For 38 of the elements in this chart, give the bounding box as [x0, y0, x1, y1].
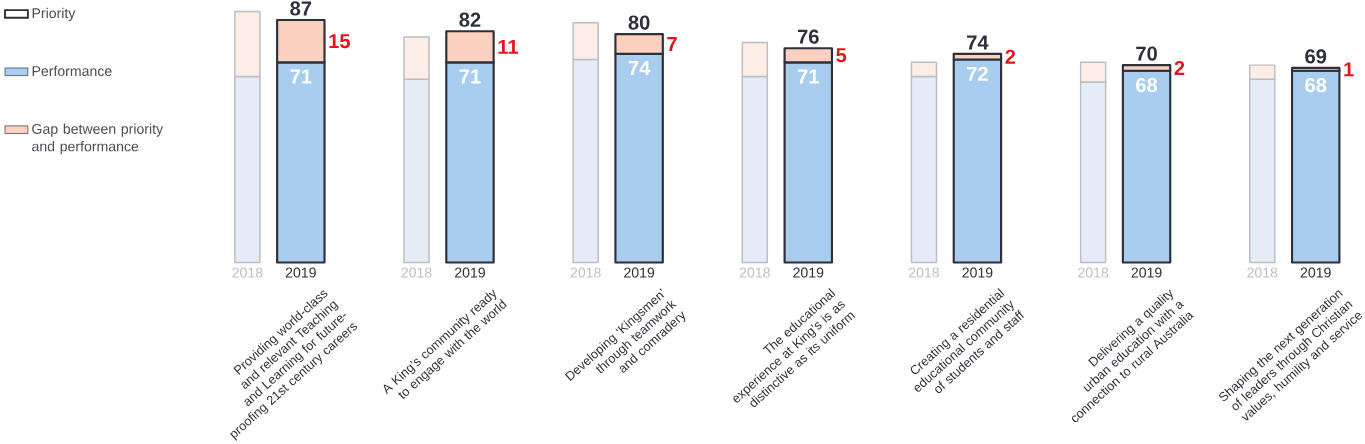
- data-label: 2: [1174, 60, 1185, 75]
- x-tick-label: 2018: [232, 267, 263, 278]
- x-tick-label: 2019: [793, 267, 824, 278]
- text: Priority: [32, 7, 76, 21]
- x-tick-label: 2018: [1247, 267, 1278, 278]
- x-tick-label: 2019: [455, 267, 485, 278]
- data-label: 1: [1344, 62, 1354, 77]
- total-label: 87: [290, 1, 312, 16]
- data-label: 11: [498, 39, 519, 54]
- x-tick-label: 2018: [570, 267, 601, 278]
- data-label: 71: [459, 69, 481, 84]
- total-label: 80: [628, 15, 650, 30]
- legend-label: Performance: [32, 65, 112, 76]
- data-label: 2: [1005, 49, 1016, 64]
- total-label: 76: [797, 29, 819, 44]
- x-tick-label: 2019: [962, 267, 993, 278]
- x-tick-label: 2019: [1131, 267, 1162, 278]
- x-tick-label: 2019: [624, 267, 655, 278]
- data-label: 7: [667, 36, 677, 51]
- total-label: 70: [1136, 46, 1157, 61]
- x-tick-label: 2018: [401, 267, 432, 278]
- legend-label: Gap between priority and performance: [32, 123, 164, 155]
- data-label: 5: [836, 48, 847, 63]
- x-tick-label: 2019: [285, 267, 316, 278]
- data-label: 68: [1136, 77, 1158, 93]
- x-tick-label: 2018: [1078, 267, 1109, 278]
- x-tick-label: 2018: [739, 267, 770, 278]
- x-tick-label: 2018: [909, 267, 940, 278]
- data-label: 15: [329, 34, 350, 49]
- data-label: 71: [797, 69, 819, 84]
- total-label: 69: [1305, 49, 1327, 64]
- total-label: 74: [967, 35, 989, 50]
- x-tick-label: 2019: [1300, 267, 1331, 278]
- data-label: 72: [967, 66, 988, 81]
- data-label: 74: [628, 60, 651, 75]
- data-label: 71: [290, 69, 312, 84]
- data-label: 68: [1305, 77, 1327, 93]
- total-label: 82: [459, 12, 481, 27]
